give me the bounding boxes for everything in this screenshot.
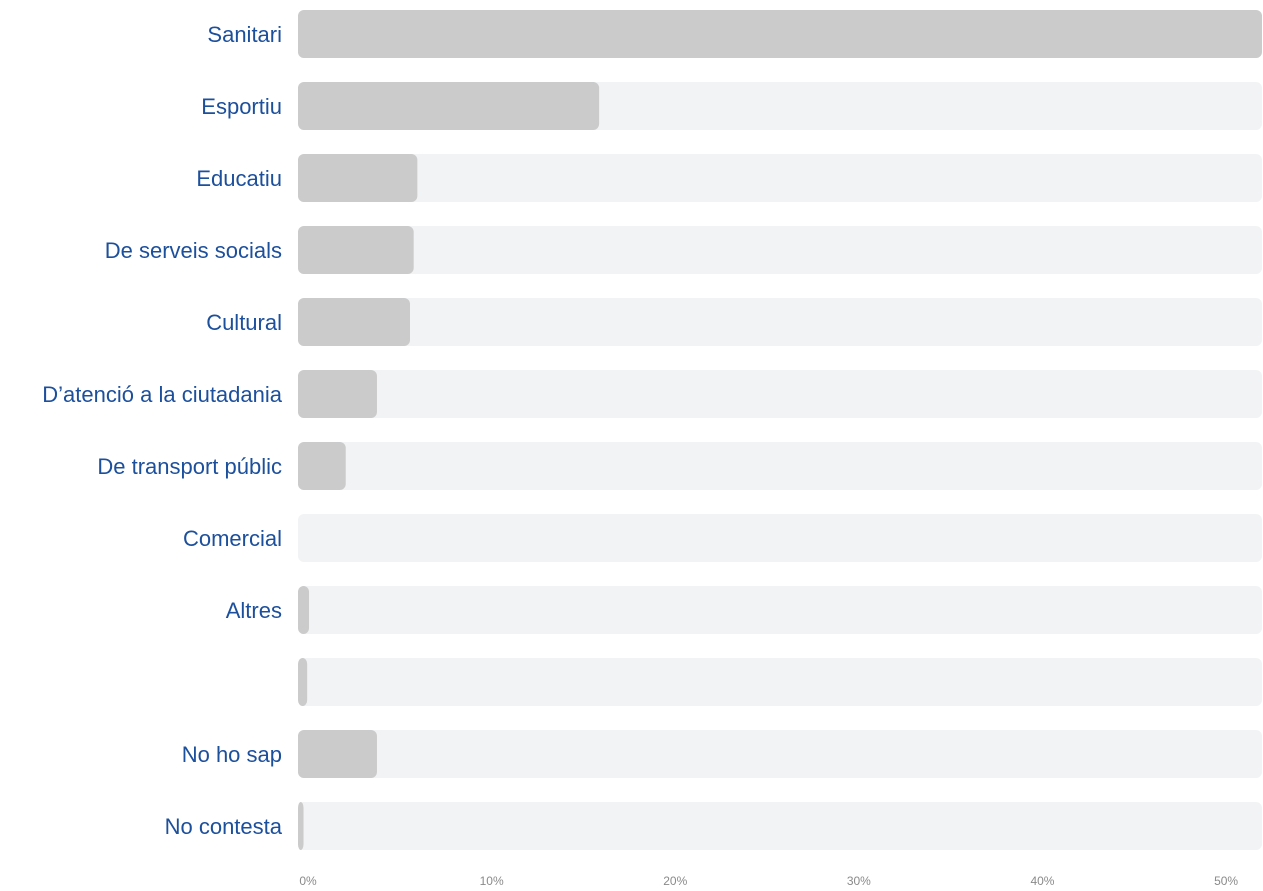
- bar-row: No ho sap: [182, 730, 1262, 778]
- x-tick-label: 20%: [663, 874, 687, 888]
- category-label: Cultural: [206, 310, 282, 335]
- bar-track: [298, 370, 1262, 418]
- bar: [298, 82, 600, 130]
- category-label: Educatiu: [196, 166, 282, 191]
- bar-track: [298, 730, 1262, 778]
- category-label: Altres: [226, 598, 282, 623]
- x-tick-label: 0%: [299, 874, 317, 888]
- category-label: No contesta: [165, 814, 283, 839]
- bar: [298, 370, 377, 418]
- x-tick-label: 40%: [1030, 874, 1054, 888]
- x-tick-label: 50%: [1214, 874, 1238, 888]
- bar-track: [298, 802, 1262, 850]
- bar-row: Comercial: [183, 514, 1262, 562]
- bar: [298, 730, 377, 778]
- category-label: No ho sap: [182, 742, 282, 767]
- bar-track: [298, 586, 1262, 634]
- bar-row: Sanitari: [207, 10, 1262, 58]
- bar-row: Esportiu: [201, 82, 1262, 130]
- category-label: D’atenció a la ciutadania: [42, 382, 282, 407]
- category-label: Sanitari: [207, 22, 282, 47]
- bar-row: Cultural: [206, 298, 1262, 346]
- category-label: Esportiu: [201, 94, 282, 119]
- bar-track: [298, 658, 1262, 706]
- bar-track: [298, 226, 1262, 274]
- x-axis: 0% 10% 20% 30% 40% 50%: [299, 874, 1238, 888]
- bar: [298, 226, 414, 274]
- category-label: De serveis socials: [105, 238, 282, 263]
- bar: [298, 586, 310, 634]
- bar: [298, 10, 1262, 58]
- bar-rows: Sanitari Esportiu Educatiu De serveis socia…: [42, 10, 1262, 850]
- bar: [298, 802, 304, 850]
- category-label: Comercial: [183, 526, 282, 551]
- bar-row: No contesta: [165, 802, 1262, 850]
- bar-track: [298, 298, 1262, 346]
- bar-row: [298, 658, 1262, 706]
- bar: [298, 658, 308, 706]
- bar-row: D’atenció a la ciutadania: [42, 370, 1262, 418]
- bar: [298, 298, 411, 346]
- bar-row: De serveis socials: [105, 226, 1262, 274]
- bar: [298, 442, 346, 490]
- bar-row: De transport públic: [97, 442, 1262, 490]
- bar-row: Altres: [226, 586, 1262, 634]
- bar-row: Educatiu: [196, 154, 1262, 202]
- bar-track: [298, 442, 1262, 490]
- bar: [298, 154, 418, 202]
- bar-track: [298, 154, 1262, 202]
- x-tick-label: 10%: [480, 874, 504, 888]
- category-label: De transport públic: [97, 454, 282, 479]
- bar-track: [298, 514, 1262, 562]
- x-tick-label: 30%: [847, 874, 871, 888]
